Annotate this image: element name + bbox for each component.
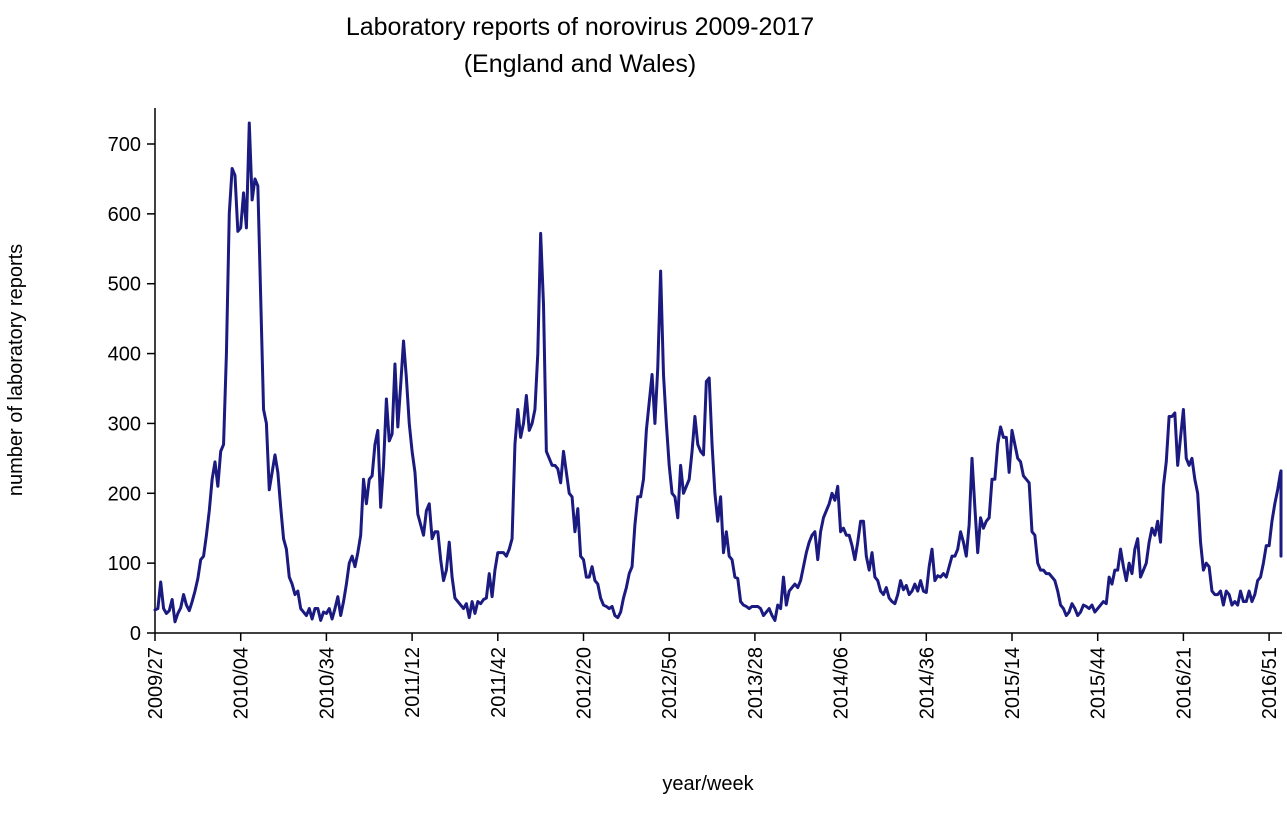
x-tick-label: 2015/44 [1088,647,1110,719]
x-tick-label: 2014/36 [916,647,938,719]
x-tick-label: 2012/20 [574,647,596,719]
x-tick-label: 2009/27 [145,647,167,719]
x-tick-label: 2016/21 [1173,647,1195,719]
y-tick-label: 400 [108,344,141,366]
x-tick-label: 2012/50 [659,647,681,719]
x-tick-label: 2013/28 [745,647,767,719]
y-tick-label: 500 [108,274,141,296]
x-axis-ticks: 2009/27 2010/04 2010/34 2011/12 2011/42 2012/… [145,633,1281,719]
series-line [153,121,1283,624]
x-tick-label: 2011/42 [488,647,510,718]
y-tick-label: 700 [108,134,141,156]
y-tick-label: 0 [130,623,141,645]
y-tick-label: 300 [108,413,141,435]
x-tick-label: 2015/14 [1002,647,1024,719]
x-tick-label: 2010/04 [231,647,253,719]
x-tick-label: 2011/12 [402,647,424,718]
y-tick-label: 100 [108,553,141,575]
x-tick-label: 2014/06 [831,647,853,719]
y-axis-ticks: 0 100 200 300 400 500 600 700 [108,134,155,645]
chart-title-line-1: Laboratory reports of norovirus 2009-201… [346,13,814,41]
x-tick-label: 2010/34 [316,647,338,719]
y-tick-label: 600 [108,204,141,226]
y-axis-label: number of laboratory reports [5,244,27,496]
x-axis-label: year/week [662,773,754,795]
x-tick-label: 2016/51 [1259,647,1281,719]
chart-title-line-2: (England and Wales) [464,50,697,78]
y-tick-label: 200 [108,483,141,505]
